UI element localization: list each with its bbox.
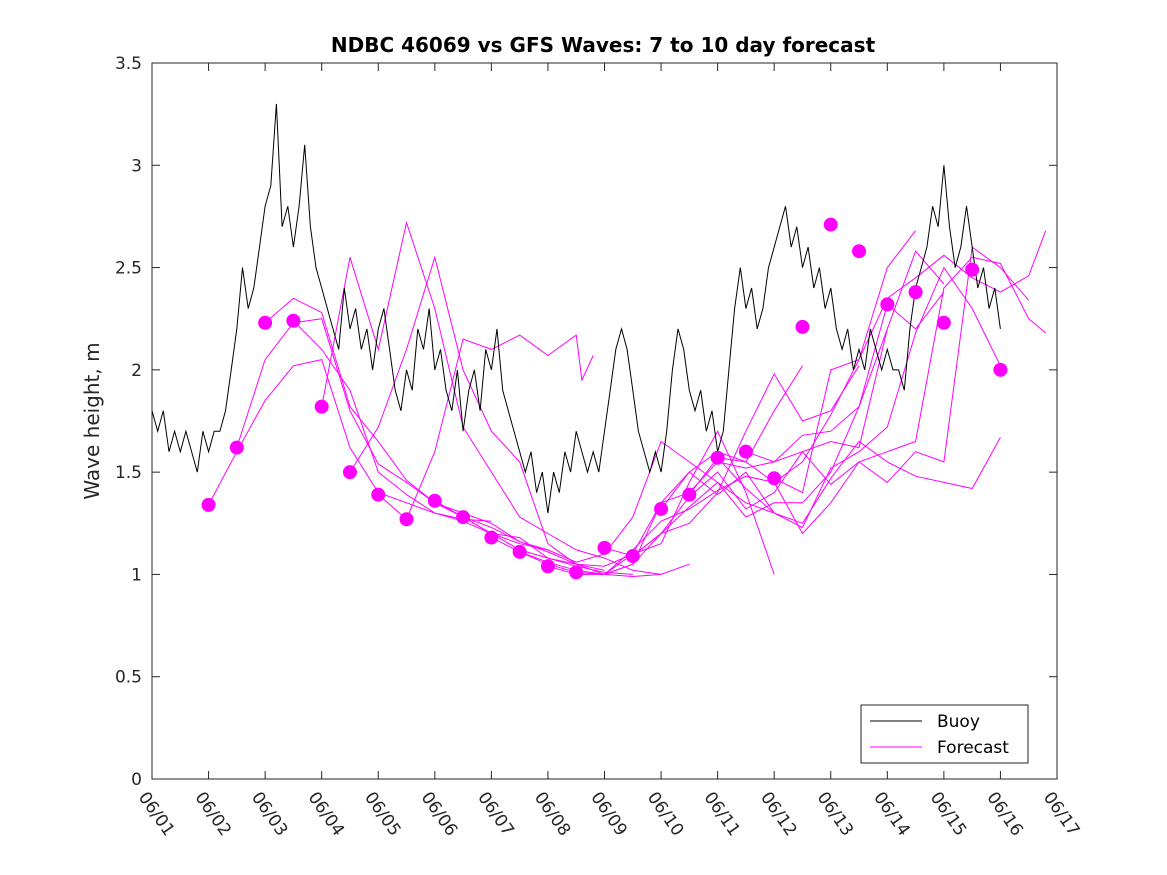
forecast-marker-27: [965, 262, 980, 277]
forecast-marker-9: [456, 510, 471, 525]
forecast-marker-8: [427, 493, 442, 508]
forecast-marker-13: [569, 565, 584, 580]
forecast-marker-10: [484, 530, 499, 545]
forecast-marker-7: [399, 512, 414, 527]
forecast-marker-25: [908, 285, 923, 300]
y-tick-label: 2: [131, 361, 142, 381]
forecast-marker-26: [936, 315, 951, 330]
legend: Buoy Forecast: [860, 704, 1029, 764]
x-tick-label: 06/15: [926, 788, 970, 840]
forecast-line-8: [462, 440, 775, 563]
buoy-line-group: [152, 103, 1001, 514]
forecast-line-1: [236, 318, 549, 551]
plot-series: [152, 103, 1047, 580]
forecast-marker-18: [710, 450, 725, 465]
y-axis-label: Wave height, m: [80, 342, 104, 499]
plot-area-frame: [151, 62, 1058, 780]
y-tick-label: 0: [131, 770, 142, 790]
buoy-line: [152, 103, 1001, 514]
x-tick-label: 06/07: [473, 788, 517, 840]
forecast-marker-11: [512, 544, 527, 559]
forecast-marker-15: [625, 549, 640, 564]
y-tick-label: 3: [131, 156, 142, 176]
chart-title: NDBC 46069 vs GFS Waves: 7 to 10 day for…: [331, 33, 876, 57]
legend-label-forecast: Forecast: [937, 738, 1009, 758]
x-tick-label: 06/09: [586, 788, 630, 840]
x-tick-label: 06/05: [360, 788, 404, 840]
forecast-line-6: [377, 334, 594, 521]
x-tick-label: 06/16: [982, 788, 1026, 840]
legend-box: [860, 704, 1029, 764]
x-tick-label: 06/12: [756, 788, 800, 840]
x-tick-label: 06/14: [869, 788, 913, 840]
forecast-marker-0: [201, 497, 216, 512]
y-tick-label: 0.5: [115, 668, 142, 688]
forecast-marker-21: [795, 319, 810, 334]
forecast-marker-14: [597, 540, 612, 555]
forecast-marker-28: [993, 362, 1008, 377]
forecast-marker-17: [682, 487, 697, 502]
forecast-line-18: [745, 256, 1047, 486]
y-tick-label: 1: [131, 565, 142, 585]
forecast-marker-1: [229, 440, 244, 455]
forecast-marker-20: [767, 471, 782, 486]
y-axis-ticks: 0 0.5 1 1.5 2 2.5 3 3.5: [115, 54, 1057, 790]
forecast-marker-12: [540, 559, 555, 574]
x-tick-label: 06/04: [304, 788, 348, 840]
forecast-marker-4: [314, 399, 329, 414]
legend-label-buoy: Buoy: [937, 712, 980, 732]
x-tick-label: 06/08: [530, 788, 574, 840]
forecast-line-5: [349, 255, 690, 578]
x-tick-label: 06/01: [134, 788, 178, 840]
forecast-marker-16: [654, 501, 669, 516]
forecast-line-19: [773, 230, 1047, 494]
forecast-marker-5: [342, 465, 357, 480]
x-tick-label: 06/10: [643, 788, 687, 840]
y-tick-label: 2.5: [115, 259, 142, 279]
forecast-line-15: [660, 266, 1001, 529]
forecast-line-16: [688, 437, 1001, 524]
forecast-marker-24: [880, 297, 895, 312]
forecast-marker-19: [738, 444, 753, 459]
forecast-marker-6: [371, 487, 386, 502]
x-tick-label: 06/06: [417, 788, 461, 840]
x-tick-label: 06/11: [700, 788, 744, 840]
y-tick-label: 3.5: [115, 54, 142, 74]
forecast-marker-3: [286, 313, 301, 328]
forecast-line-0: [208, 359, 492, 522]
forecast-markers: [201, 217, 1008, 580]
x-tick-label: 06/02: [190, 788, 234, 840]
forecast-marker-22: [823, 217, 838, 232]
x-tick-label: 06/13: [813, 788, 857, 840]
x-tick-label: 06/17: [1039, 788, 1083, 840]
forecast-line-4: [321, 220, 662, 575]
forecast-marker-2: [258, 315, 273, 330]
y-tick-label: 1.5: [115, 463, 142, 483]
forecast-marker-23: [852, 244, 867, 259]
x-tick-label: 06/03: [247, 788, 291, 840]
